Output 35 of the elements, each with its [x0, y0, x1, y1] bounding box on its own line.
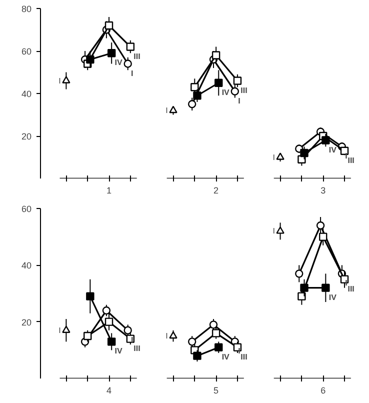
text: IV: [222, 88, 230, 97]
series-label: IV: [114, 346, 124, 356]
y-tick-label: 40: [21, 89, 32, 99]
x-tick-label: 6: [320, 386, 326, 396]
text: I: [345, 152, 348, 161]
text: I: [272, 152, 275, 162]
series-label: III: [134, 344, 140, 353]
text: III: [348, 284, 354, 294]
text: III: [348, 156, 354, 165]
text: I: [131, 335, 134, 344]
y-tick-label: 60: [21, 46, 32, 56]
y-tick-label: 80: [21, 4, 32, 14]
x-tick-label: 5: [214, 386, 219, 396]
text: IV: [328, 145, 336, 154]
y-tick-label: 40: [21, 260, 32, 271]
series-label: IV: [114, 58, 124, 68]
series-label: I: [131, 68, 134, 78]
y-tick-label: 60: [21, 204, 32, 214]
x-tick-label: 2: [214, 186, 219, 196]
text: I: [272, 226, 275, 236]
text: I: [238, 96, 240, 106]
x-tick-label: 4: [106, 386, 112, 396]
series-label: I: [58, 76, 61, 86]
text: I: [166, 332, 168, 340]
x-tick-label: 3: [320, 186, 326, 196]
text: I: [166, 106, 168, 115]
text: III: [240, 86, 248, 95]
text: IV: [222, 352, 230, 362]
text: III: [240, 352, 248, 362]
y-tick-label: 20: [21, 132, 32, 142]
x-tick-label: 1: [106, 186, 112, 196]
series-label: I: [58, 326, 61, 335]
series-label: III: [134, 52, 140, 61]
y-tick-label: 20: [21, 317, 32, 328]
text: IV: [328, 292, 336, 302]
